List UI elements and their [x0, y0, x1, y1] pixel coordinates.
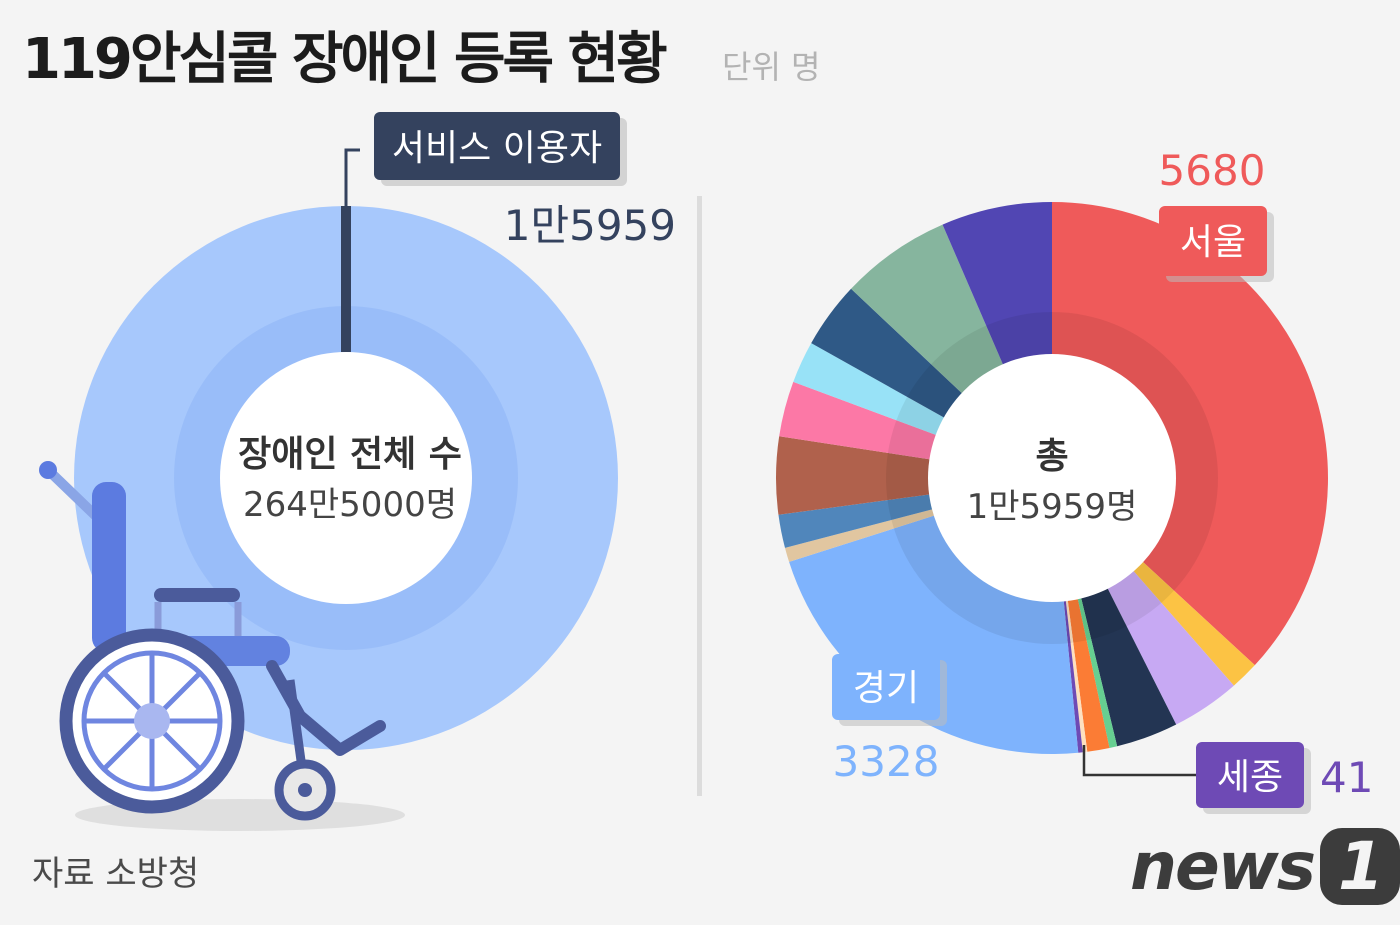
- left-donut: [74, 206, 618, 750]
- sejong-value: 41: [1320, 753, 1373, 802]
- users-value: 1만5959: [504, 201, 676, 250]
- left-donut-center: [220, 352, 472, 604]
- logo-text: news: [1130, 828, 1316, 905]
- gyeonggi-tag: [832, 654, 940, 720]
- users-tag-label: 서비스 이용자: [392, 128, 602, 169]
- seoul-value: 5680: [1159, 146, 1266, 195]
- gyeonggi-tag-label: 경기: [853, 668, 919, 709]
- logo-number: 1: [1320, 828, 1400, 905]
- right-center-value: 1만5959명: [967, 487, 1138, 527]
- left-center-title: 장애인 전체 수: [238, 434, 462, 475]
- users-tag: [374, 112, 620, 180]
- region-slice-1: [1052, 202, 1329, 666]
- seoul-tag-label: 서울: [1180, 222, 1246, 263]
- gyeonggi-value: 3328: [833, 737, 940, 786]
- unit-label: 단위 명: [722, 48, 821, 86]
- users-slice: [341, 206, 351, 352]
- left-center-value: 264만5000명: [243, 485, 457, 525]
- sejong-leader-line: [1082, 745, 1196, 777]
- region-donut-center: [928, 354, 1176, 602]
- divider: [697, 196, 702, 796]
- sejong-tag-label: 세종: [1217, 757, 1283, 798]
- users-leader-line: [344, 148, 360, 206]
- region-slice-12: [775, 436, 1052, 515]
- right-center-title: 총: [1035, 436, 1068, 477]
- wheelchair-icon: [39, 461, 405, 831]
- source-label: 자료 소방청: [32, 854, 200, 894]
- sejong-tag: [1196, 742, 1304, 808]
- seoul-tag: [1159, 206, 1267, 276]
- page-title: 119안심콜 장애인 등록 현황: [22, 27, 668, 92]
- news1-logo: news 1: [1130, 828, 1400, 905]
